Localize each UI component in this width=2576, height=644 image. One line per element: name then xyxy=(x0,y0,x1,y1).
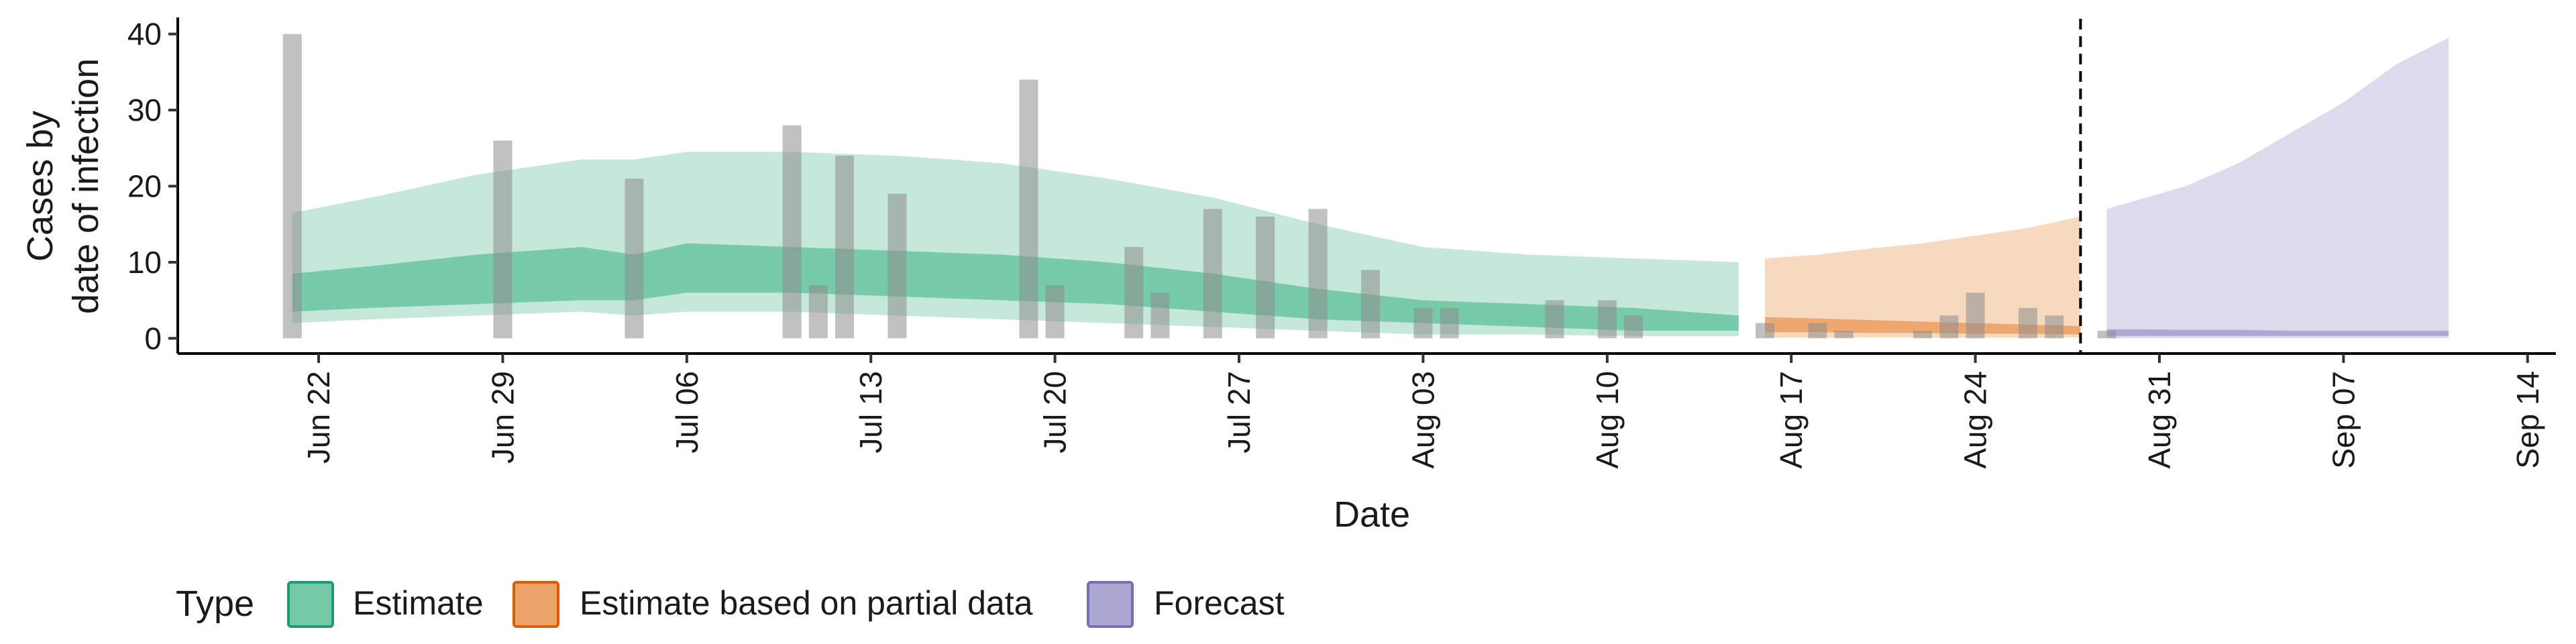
x-tick-label: Jul 06 xyxy=(669,371,704,453)
x-tick-label: Jul 20 xyxy=(1038,371,1073,453)
observed-case-bar xyxy=(835,156,854,339)
observed-case-bar xyxy=(1939,315,1959,339)
observed-case-bars xyxy=(282,34,2116,339)
legend-title: Type xyxy=(176,584,254,624)
observed-case-bar xyxy=(625,178,644,339)
legend-label-forecast: Forecast xyxy=(1154,584,1285,622)
y-axis-title-line-1: Cases by xyxy=(20,111,60,262)
y-tick-label: 30 xyxy=(127,93,162,127)
legend-label-estimate: Estimate xyxy=(353,584,484,622)
x-axis-ticks: Jun 22 Jun 29 Jul 06 Jul 13 Jul 20 Jul 27 Aug … xyxy=(301,354,2545,469)
legend-key-forecast xyxy=(1087,581,1134,628)
observed-case-bar xyxy=(1150,292,1170,339)
x-tick-label: Jun 22 xyxy=(301,371,336,464)
observed-case-bar xyxy=(1624,315,1643,339)
observed-case-bar xyxy=(1913,331,1933,339)
x-tick-label: Sep 14 xyxy=(2510,371,2545,469)
observed-case-bar xyxy=(2045,315,2064,339)
observed-case-bar xyxy=(1834,331,1854,339)
observed-case-bar xyxy=(808,284,828,339)
observed-case-bar xyxy=(1545,300,1564,339)
x-tick-label: Jun 29 xyxy=(485,371,520,464)
observed-case-bar xyxy=(1808,323,1827,339)
y-tick-label: 20 xyxy=(127,169,162,204)
x-tick-label: Aug 17 xyxy=(1774,371,1809,469)
observed-case-bar xyxy=(1361,270,1380,339)
observed-case-bar xyxy=(1413,308,1433,339)
x-tick-label: Aug 31 xyxy=(2142,371,2177,469)
x-tick-label: Jul 13 xyxy=(853,371,888,453)
observed-case-bar xyxy=(1440,308,1459,339)
forecast-band-50 xyxy=(2106,329,2449,336)
estimate-based-on-partial-data-band-50 xyxy=(1765,317,2081,335)
legend-key-partial xyxy=(513,581,559,628)
observed-case-bar xyxy=(782,125,802,339)
observed-case-bar xyxy=(1966,292,1985,339)
y-axis-title-line-2: date of infection xyxy=(66,58,106,314)
observed-case-bar xyxy=(888,193,907,339)
observed-case-bar xyxy=(1045,284,1065,339)
legend-label-partial: Estimate based on partial data xyxy=(580,584,1033,622)
x-axis-title: Date xyxy=(1334,494,1410,535)
legend: Type Estimate Estimate based on partial … xyxy=(176,581,1285,628)
x-tick-label: Aug 24 xyxy=(1958,371,1993,469)
observed-case-bar xyxy=(2019,308,2037,339)
observed-case-bar xyxy=(1756,323,1774,339)
observed-case-bar xyxy=(1256,216,1275,339)
x-tick-label: Aug 03 xyxy=(1405,371,1440,469)
y-tick-label: 40 xyxy=(127,17,162,52)
y-axis-ticks: 0 10 20 30 40 xyxy=(127,17,178,356)
legend-key-estimate xyxy=(287,581,334,628)
x-tick-label: Aug 10 xyxy=(1590,371,1625,469)
observed-case-bar xyxy=(493,140,513,339)
y-tick-label: 0 xyxy=(144,321,162,356)
y-tick-label: 10 xyxy=(127,245,162,280)
observed-case-bar xyxy=(1597,300,1617,339)
x-tick-label: Sep 07 xyxy=(2326,371,2361,469)
observed-case-bar xyxy=(2097,331,2116,339)
observed-case-bar xyxy=(1124,247,1144,339)
estimate-based-on-partial-data-band-90 xyxy=(1765,216,2081,338)
x-tick-label: Jul 27 xyxy=(1222,371,1256,453)
observed-case-bar xyxy=(1308,209,1328,339)
observed-case-bar xyxy=(1203,209,1222,339)
forecast-band-90 xyxy=(2106,38,2449,339)
observed-case-bar xyxy=(282,34,302,339)
observed-case-bar xyxy=(1019,79,1038,339)
